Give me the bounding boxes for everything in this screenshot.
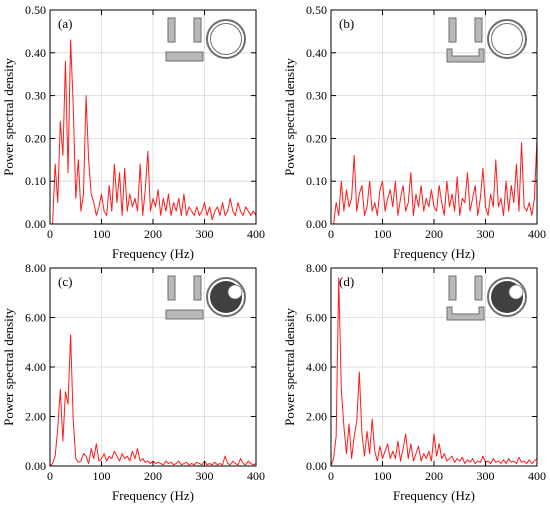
panel-label: (c) <box>58 274 72 289</box>
psd-series-line <box>331 138 538 225</box>
y-tick-label: 0.00 <box>306 459 327 473</box>
y-tick-label: 0.50 <box>25 3 46 17</box>
x-tick-label: 200 <box>144 227 162 241</box>
x-tick-label: 300 <box>477 469 495 483</box>
x-tick-label: 100 <box>93 227 111 241</box>
inset-ring-hole <box>508 284 524 300</box>
x-tick-label: 200 <box>425 469 443 483</box>
x-axis-title: Frequency (Hz) <box>393 488 475 503</box>
inset-schematic <box>446 275 527 321</box>
y-tick-label: 0.40 <box>25 46 46 60</box>
y-tick-label: 4.00 <box>306 360 327 374</box>
y-tick-label: 0.30 <box>306 89 327 103</box>
y-tick-label: 0.00 <box>25 459 46 473</box>
y-tick-label: 0.20 <box>25 131 46 145</box>
x-axis-title: Frequency (Hz) <box>112 488 194 503</box>
y-tick-label: 0.10 <box>306 174 327 188</box>
inset-left-post <box>448 17 457 43</box>
y-tick-label: 2.00 <box>25 410 46 424</box>
inset-schematic <box>446 17 527 63</box>
x-axis-title: Frequency (Hz) <box>112 246 194 261</box>
x-tick-label: 400 <box>528 227 546 241</box>
y-tick-label: 4.00 <box>25 360 46 374</box>
inset-left-post <box>167 275 176 301</box>
y-tick-label: 0.20 <box>306 131 327 145</box>
x-tick-label: 300 <box>477 227 495 241</box>
inset-schematic <box>165 275 246 320</box>
y-tick-label: 0.00 <box>306 217 327 231</box>
y-axis-title: Power spectral density <box>282 58 297 176</box>
x-tick-label: 100 <box>374 227 392 241</box>
x-tick-label: 400 <box>528 469 546 483</box>
y-tick-label: 0.40 <box>306 46 327 60</box>
chart-panel: 0 100 200 300 400 0.00 0.10 0.20 0.30 0.40 0.50 Fre… <box>282 3 546 261</box>
inset-right-post <box>193 275 202 301</box>
inset-ring-hole <box>227 284 243 300</box>
x-tick-label: 100 <box>374 469 392 483</box>
panel-label: (b) <box>339 16 354 31</box>
x-tick-label: 400 <box>247 227 265 241</box>
inset-bottom-plate <box>165 309 204 320</box>
y-axis-title: Power spectral density <box>1 58 16 176</box>
panel-label: (a) <box>58 16 72 31</box>
x-axis-title: Frequency (Hz) <box>393 246 475 261</box>
inset-channel-piece <box>446 48 485 63</box>
y-tick-label: 6.00 <box>25 311 46 325</box>
y-axis-title: Power spectral density <box>1 308 16 426</box>
y-tick-label: 8.00 <box>25 261 46 275</box>
inset-bottom-plate <box>165 51 204 62</box>
x-tick-label: 0 <box>47 469 53 483</box>
y-tick-label: 2.00 <box>306 410 327 424</box>
x-tick-label: 0 <box>328 469 334 483</box>
inset-ring-inner <box>491 23 523 55</box>
inset-right-post <box>474 275 483 301</box>
x-tick-label: 100 <box>93 469 111 483</box>
inset-left-post <box>448 275 457 301</box>
inset-left-post <box>167 17 176 43</box>
inset-ring-outer <box>487 19 527 59</box>
x-tick-label: 400 <box>247 469 265 483</box>
inset-schematic <box>165 17 246 62</box>
x-tick-label: 300 <box>196 227 214 241</box>
x-tick-label: 200 <box>425 227 443 241</box>
y-tick-label: 0.00 <box>25 217 46 231</box>
panel-label: (d) <box>339 274 354 289</box>
y-tick-label: 0.30 <box>25 89 46 103</box>
chart-panel: 0 100 200 300 400 0.00 2.00 4.00 6.00 8.00 Frequen… <box>1 261 265 503</box>
y-tick-label: 8.00 <box>306 261 327 275</box>
x-tick-label: 200 <box>144 469 162 483</box>
y-tick-label: 0.10 <box>25 174 46 188</box>
inset-ring-outer <box>206 19 246 59</box>
inset-right-post <box>474 17 483 43</box>
x-tick-label: 300 <box>196 469 214 483</box>
chart-panel: 0 100 200 300 400 0.00 2.00 4.00 6.00 8.00 Frequen… <box>282 261 546 503</box>
inset-right-post <box>193 17 202 43</box>
psd-series-line <box>330 277 538 467</box>
x-tick-label: 0 <box>328 227 334 241</box>
y-axis-title: Power spectral density <box>282 308 297 426</box>
x-tick-label: 0 <box>47 227 53 241</box>
chart-panel: 0 100 200 300 400 0.00 0.10 0.20 0.30 0.40 0.50 Fre… <box>1 3 265 261</box>
y-tick-label: 6.00 <box>306 311 327 325</box>
y-tick-label: 0.50 <box>306 3 327 17</box>
inset-ring-inner <box>210 23 242 55</box>
inset-channel-piece <box>446 306 485 321</box>
psd-series-line <box>50 39 257 225</box>
